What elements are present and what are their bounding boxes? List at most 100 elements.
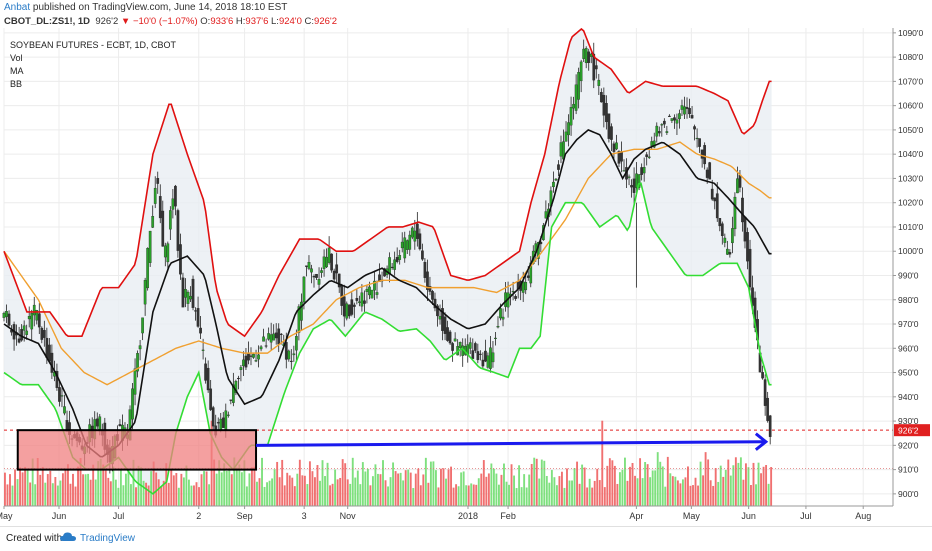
volume-bar — [762, 466, 765, 506]
candle-body — [221, 417, 225, 428]
volume-bar — [429, 461, 432, 506]
volume-bar — [684, 477, 687, 506]
candle-body — [484, 350, 487, 362]
last-price: 926'2 — [95, 16, 119, 27]
candle-body — [405, 240, 409, 250]
time-tick-label: Jul — [113, 511, 125, 521]
volume-bar — [54, 476, 57, 506]
volume-bar — [74, 486, 77, 506]
volume-bar — [712, 485, 715, 506]
candle-body — [237, 377, 240, 380]
volume-bar — [765, 465, 768, 506]
volume-bar — [457, 486, 460, 506]
volume-bar — [351, 457, 354, 506]
candle-body — [426, 271, 429, 290]
volume-bar — [540, 459, 543, 506]
volume-bar — [424, 457, 427, 506]
volume-bar — [475, 484, 478, 506]
close-value: 926'2 — [314, 16, 337, 27]
volume-bar — [664, 486, 667, 506]
low-label: L: — [271, 16, 279, 27]
ma-slow-line — [3, 141, 772, 386]
candle-body — [242, 359, 245, 367]
candle-body — [269, 334, 273, 343]
volume-bar — [379, 474, 382, 506]
candle-body — [342, 296, 346, 317]
candle-body — [574, 84, 578, 111]
volume-bar — [593, 480, 596, 506]
volume-bar — [180, 473, 183, 506]
volume-bar — [248, 473, 251, 506]
candle-body — [486, 355, 490, 368]
candle-body — [458, 342, 462, 348]
volume-bar — [311, 471, 314, 506]
tradingview-brand[interactable]: TradingView — [80, 533, 136, 544]
candle-body — [300, 301, 303, 321]
candle-body — [335, 264, 339, 274]
volume-bar — [92, 464, 95, 506]
volume-bar — [719, 465, 722, 506]
volume-bar — [651, 470, 654, 506]
volume-bar — [563, 487, 566, 506]
chart-header: Anbat published on TradingView.com, June… — [0, 0, 932, 28]
candle-body — [703, 145, 707, 165]
candle-body — [660, 124, 664, 126]
volume-bar — [704, 452, 707, 506]
volume-bar — [399, 472, 402, 506]
volume-bar — [6, 484, 9, 506]
price-tick-label: 1040'0 — [898, 149, 924, 159]
chart-canvas[interactable]: 900'0 910'0 920'0 930'0 940'0 950'0 960'0 970'0… — [0, 28, 932, 526]
candle-body — [393, 259, 397, 270]
volume-bar — [611, 460, 614, 506]
volume-bar — [482, 460, 485, 506]
volume-bar — [228, 468, 231, 506]
candle-body — [327, 247, 331, 263]
volume-bar — [608, 458, 611, 506]
volume-bar — [150, 471, 153, 506]
candle-body — [650, 141, 654, 146]
candle-body — [597, 79, 601, 86]
volume-bar — [641, 478, 644, 506]
candle-body — [355, 298, 359, 301]
volume-bar — [613, 465, 616, 506]
volume-bar — [69, 483, 72, 506]
volume-bar — [198, 487, 200, 506]
high-label: H: — [235, 16, 246, 27]
time-tick-label: Aug — [855, 511, 871, 521]
volume-bar — [596, 468, 599, 506]
volume-bar — [213, 459, 216, 506]
volume-bar — [331, 483, 334, 506]
volume-bar — [419, 485, 422, 506]
candle-body — [579, 61, 583, 82]
volume-bar — [553, 477, 556, 506]
time-tick-label: Nov — [340, 511, 357, 521]
volume-bar — [661, 466, 664, 506]
candle-body — [330, 253, 333, 271]
candle-body — [239, 367, 243, 370]
candle-body — [332, 270, 336, 280]
volume-bar — [445, 478, 447, 506]
author-link[interactable]: Anbat — [4, 2, 31, 13]
candle-body — [403, 237, 407, 259]
candle-body — [715, 193, 719, 219]
close-label: C: — [304, 16, 315, 27]
volume-bar — [490, 463, 493, 506]
candle-body — [27, 316, 31, 320]
down-triangle-icon: ▼ — [120, 16, 131, 27]
legend-ma[interactable]: MA — [10, 66, 24, 76]
legend-bb[interactable]: BB — [10, 79, 23, 89]
volume-bar — [455, 484, 458, 506]
candle-body — [17, 338, 21, 343]
candle-body — [705, 169, 709, 178]
legend-vol[interactable]: Vol — [10, 53, 23, 63]
volume-bar — [550, 470, 553, 506]
time-tick-label: Sep — [237, 511, 253, 521]
candle-body — [743, 216, 747, 242]
candle-body — [141, 317, 144, 334]
candle-body — [700, 149, 704, 159]
volume-bar — [165, 463, 168, 506]
volume-bar — [500, 474, 503, 506]
candle-body — [630, 185, 633, 188]
volume-bar — [109, 481, 112, 506]
volume-bar — [104, 470, 107, 506]
